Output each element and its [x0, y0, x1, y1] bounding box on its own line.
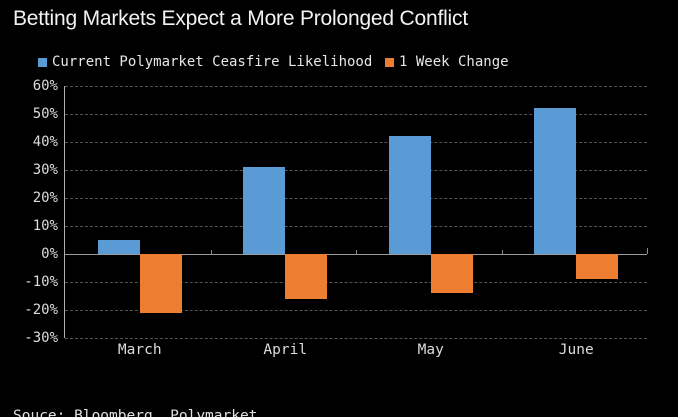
x-tick-label: May: [417, 342, 444, 358]
zero-gridline: [65, 254, 647, 255]
source-line: Souce: Bloomberg, Polymarket: [13, 408, 258, 417]
legend-swatch-orange-icon: [385, 57, 394, 67]
bar-change-march: [139, 254, 182, 313]
zero-axis-tick: [210, 250, 212, 254]
gridline: [65, 226, 647, 227]
gridline: [65, 142, 647, 143]
x-tick-label: April: [263, 342, 308, 358]
gridline: [65, 170, 647, 171]
gridline: [65, 310, 647, 311]
y-tick-label: 20%: [32, 190, 58, 206]
bar-change-june: [576, 254, 619, 280]
zero-axis-tick: [647, 248, 648, 254]
gridline: [65, 338, 647, 339]
y-tick-label: 10%: [32, 218, 58, 234]
bar-change-may: [430, 254, 473, 294]
y-axis-line: [64, 86, 65, 338]
legend-item-change: 1 Week Change: [385, 54, 509, 70]
chart-title: Betting Markets Expect a More Prolonged …: [13, 7, 468, 30]
bar-current-may: [388, 136, 431, 254]
bar-current-june: [534, 108, 577, 254]
y-tick-label: -20%: [24, 302, 58, 318]
y-tick-label: 40%: [32, 134, 58, 150]
legend-label-current: Current Polymarket Ceasfire Likelihood: [52, 54, 373, 70]
legend-swatch-blue-icon: [38, 57, 47, 67]
plot-area: [64, 86, 648, 339]
gridline: [65, 198, 647, 199]
gridline: [65, 86, 647, 87]
y-tick-label: 30%: [32, 162, 58, 178]
zero-axis-tick: [356, 250, 357, 254]
bar-current-march: [97, 240, 140, 254]
y-tick-label: -30%: [24, 330, 58, 346]
bar-current-april: [243, 167, 286, 254]
legend-item-current: Current Polymarket Ceasfire Likelihood: [38, 54, 372, 70]
x-tick-label: March: [117, 342, 162, 358]
y-tick-label: -10%: [24, 274, 58, 290]
bar-change-april: [285, 254, 328, 299]
chart-footer: Souce: Bloomberg, Polymarket Note: Curre…: [13, 369, 397, 417]
x-tick-label: June: [558, 342, 594, 358]
y-tick-label: 60%: [32, 78, 58, 94]
gridline: [65, 114, 647, 115]
y-tick-label: 50%: [32, 106, 58, 122]
gridline: [65, 282, 647, 283]
zero-axis-tick: [501, 250, 503, 254]
y-tick-label: 0%: [41, 246, 58, 262]
legend-label-change: 1 Week Change: [399, 54, 509, 70]
